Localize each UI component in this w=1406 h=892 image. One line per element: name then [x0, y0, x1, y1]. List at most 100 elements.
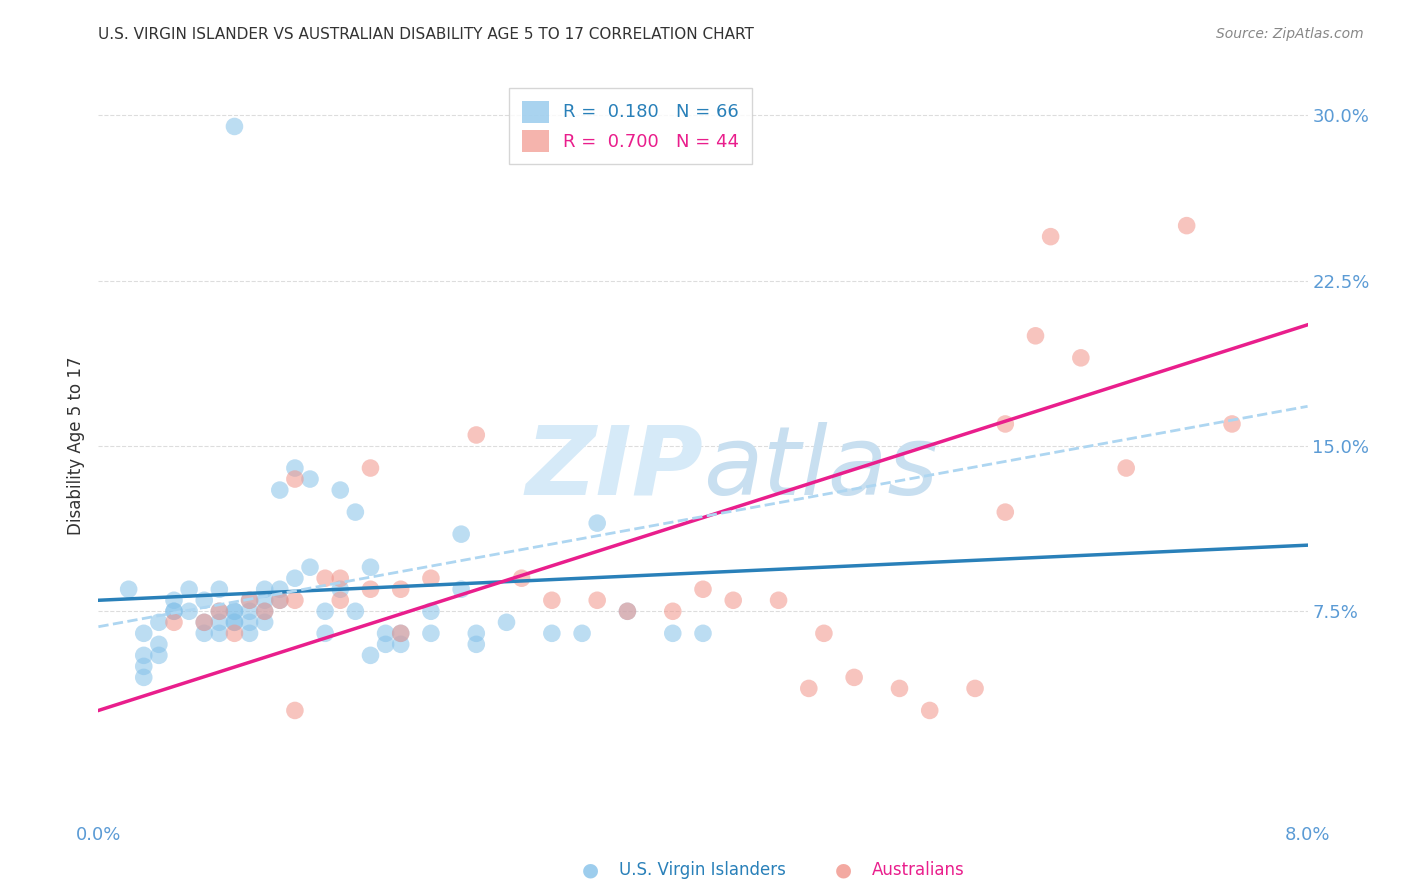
Point: [1115, 461, 1137, 475]
Point: [269, 582, 291, 597]
Point: [420, 571, 443, 585]
Point: [179, 582, 201, 597]
Point: [360, 648, 382, 663]
Point: [208, 615, 231, 630]
Point: [1039, 229, 1062, 244]
Point: [586, 516, 609, 530]
Point: [163, 604, 186, 618]
Point: [1220, 417, 1243, 431]
Point: [360, 461, 382, 475]
Point: [344, 505, 367, 519]
Point: [510, 571, 533, 585]
Point: [918, 703, 941, 717]
Point: [389, 637, 412, 651]
Point: [540, 593, 562, 607]
Point: [224, 615, 246, 630]
Point: [723, 593, 745, 607]
Point: [661, 604, 683, 618]
Point: [193, 615, 215, 630]
Point: [269, 593, 291, 607]
Point: [253, 593, 276, 607]
Point: [540, 626, 562, 640]
Point: [224, 604, 246, 618]
Point: [889, 681, 911, 696]
Point: [994, 505, 1017, 519]
Point: [465, 637, 488, 651]
Point: [314, 604, 336, 618]
Point: [813, 626, 835, 640]
Point: [179, 604, 201, 618]
Point: [132, 626, 155, 640]
Point: [420, 626, 443, 640]
Point: [208, 604, 231, 618]
Point: [284, 461, 307, 475]
Point: [224, 615, 246, 630]
Point: [329, 593, 352, 607]
Point: [616, 604, 638, 618]
Point: [344, 604, 367, 618]
Point: [374, 626, 396, 640]
Point: [239, 604, 262, 618]
Point: [329, 582, 352, 597]
Point: [253, 582, 276, 597]
Point: [329, 483, 352, 497]
Text: U.S. VIRGIN ISLANDER VS AUSTRALIAN DISABILITY AGE 5 TO 17 CORRELATION CHART: U.S. VIRGIN ISLANDER VS AUSTRALIAN DISAB…: [98, 27, 754, 42]
Point: [299, 472, 322, 486]
Point: [132, 659, 155, 673]
Text: atlas: atlas: [703, 422, 938, 515]
Point: [360, 582, 382, 597]
Point: [768, 593, 790, 607]
Point: [239, 615, 262, 630]
Text: U.S. Virgin Islanders: U.S. Virgin Islanders: [619, 861, 786, 879]
Point: [389, 582, 412, 597]
Point: [994, 417, 1017, 431]
Point: [420, 604, 443, 618]
Point: [374, 637, 396, 651]
Point: [692, 626, 714, 640]
Point: [314, 626, 336, 640]
Point: [586, 593, 609, 607]
Point: [692, 582, 714, 597]
Point: [269, 593, 291, 607]
Point: [148, 648, 170, 663]
Point: [118, 582, 141, 597]
Point: [284, 472, 307, 486]
Point: [314, 571, 336, 585]
Point: [253, 604, 276, 618]
Point: [208, 626, 231, 640]
Point: [208, 582, 231, 597]
Point: [284, 571, 307, 585]
Point: [299, 560, 322, 574]
Point: [329, 571, 352, 585]
Y-axis label: Disability Age 5 to 17: Disability Age 5 to 17: [66, 357, 84, 535]
Point: [148, 637, 170, 651]
Text: Australians: Australians: [872, 861, 965, 879]
Point: [148, 615, 170, 630]
Point: [844, 670, 866, 684]
Point: [1025, 328, 1047, 343]
Point: [389, 626, 412, 640]
Point: [284, 703, 307, 717]
Text: ●: ●: [582, 860, 599, 880]
Point: [224, 604, 246, 618]
Point: [253, 604, 276, 618]
Point: [465, 428, 488, 442]
Point: [571, 626, 593, 640]
Point: [450, 582, 472, 597]
Point: [193, 593, 215, 607]
Point: [132, 670, 155, 684]
Point: [163, 615, 186, 630]
Point: [495, 615, 517, 630]
Point: [450, 527, 472, 541]
Point: [224, 120, 246, 134]
Point: [1070, 351, 1092, 365]
Point: [269, 483, 291, 497]
Point: [239, 593, 262, 607]
Text: ●: ●: [835, 860, 852, 880]
Point: [661, 626, 683, 640]
Point: [239, 626, 262, 640]
Point: [132, 648, 155, 663]
Text: ZIP: ZIP: [524, 422, 703, 515]
Legend: R =  0.180   N = 66, R =  0.700   N = 44: R = 0.180 N = 66, R = 0.700 N = 44: [509, 88, 752, 164]
Point: [208, 604, 231, 618]
